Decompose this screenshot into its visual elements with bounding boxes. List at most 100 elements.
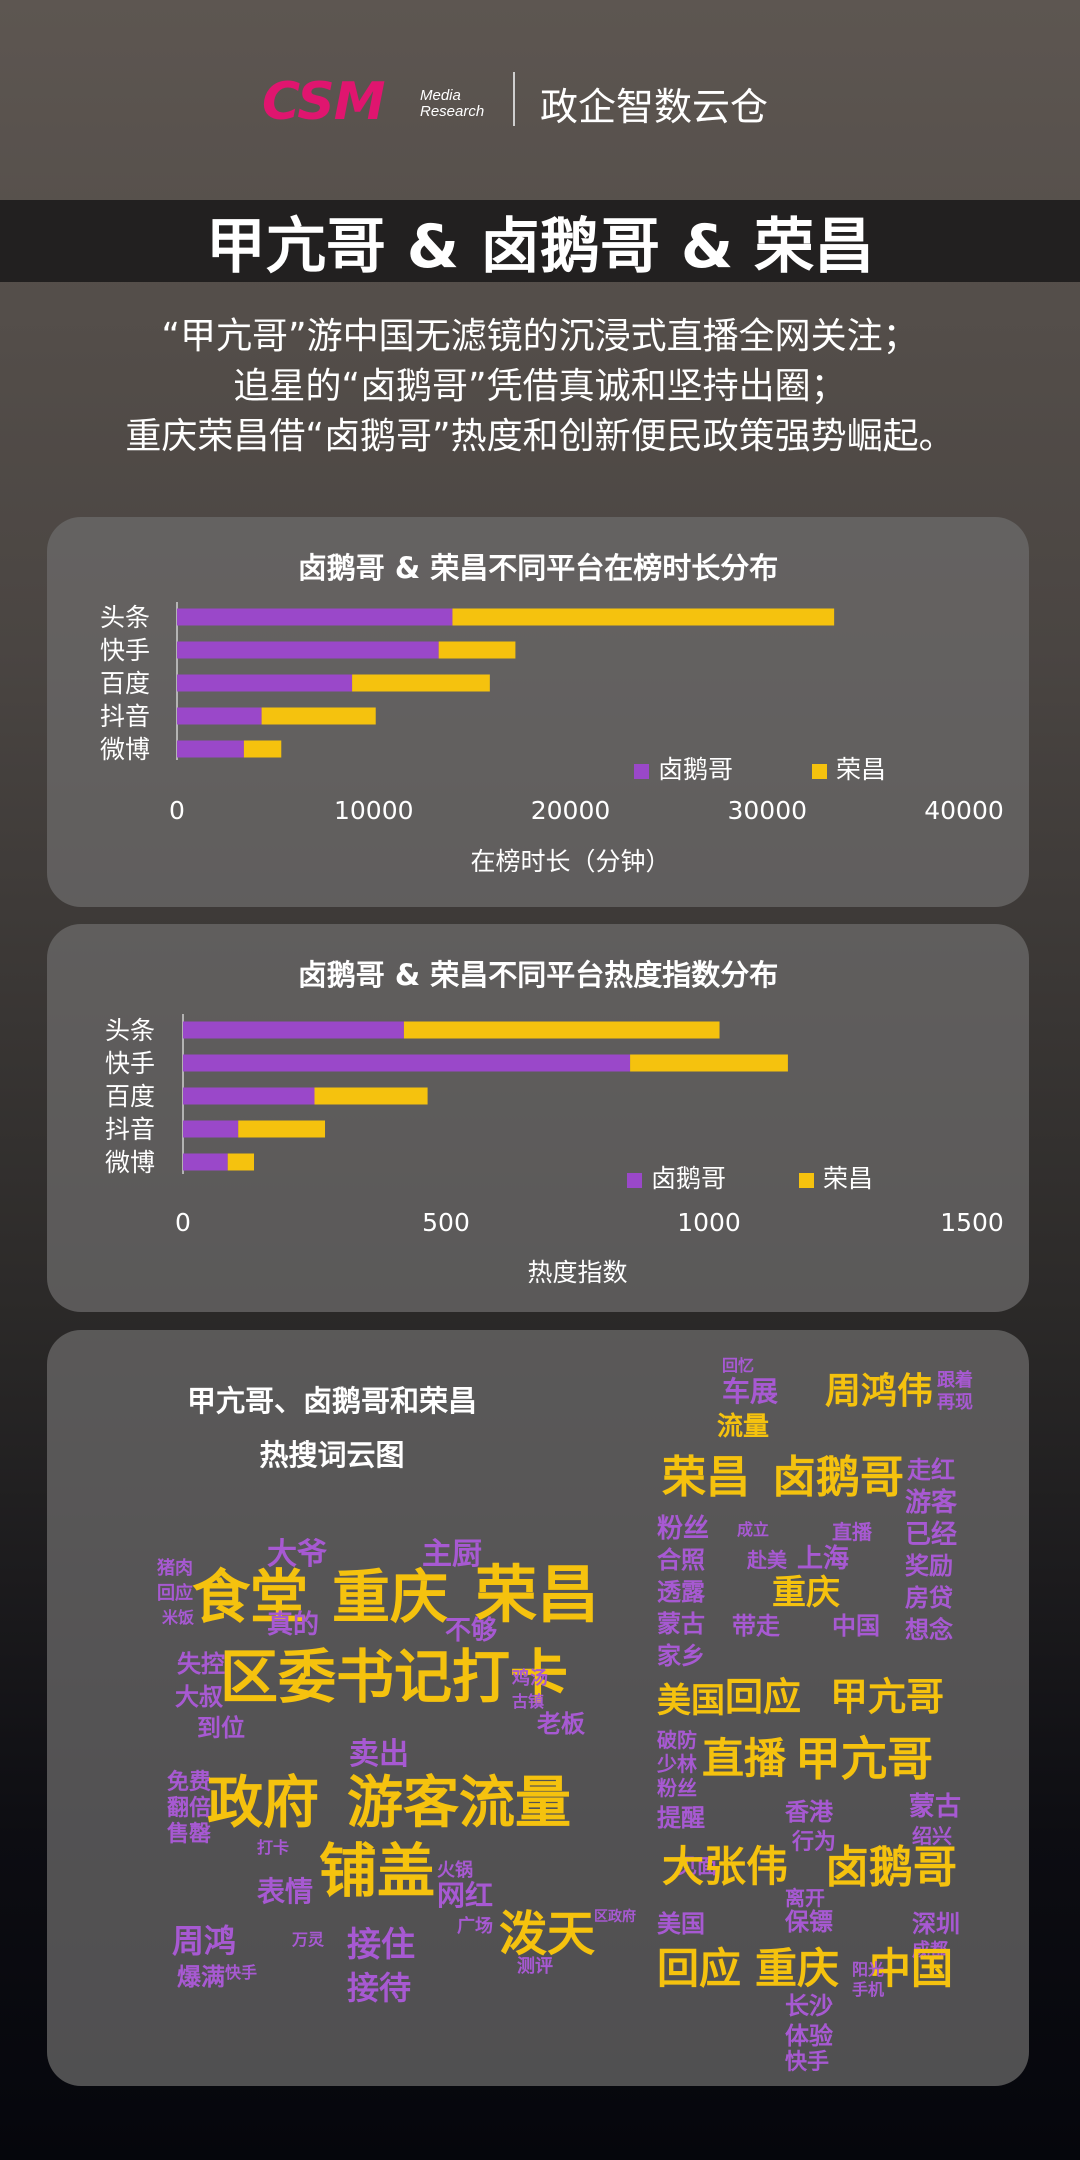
cloud-word: 上海 xyxy=(797,1544,850,1574)
cloud-word: 卖出 xyxy=(349,1737,409,1772)
category-label: 百度 xyxy=(100,669,150,698)
cloud-word: 打卡 xyxy=(257,1838,290,1857)
cloud-word: 蒙古 xyxy=(909,1792,962,1822)
cloud-word: 家乡 xyxy=(657,1642,705,1670)
category-label: 快手 xyxy=(100,636,150,665)
legend-swatch xyxy=(634,764,649,779)
legend-swatch xyxy=(799,1173,814,1188)
wordcloud-subtitle: 热搜词云图 xyxy=(259,1438,405,1472)
cloud-word: 保镖 xyxy=(785,1908,833,1936)
cloud-word: 到位 xyxy=(197,1714,245,1742)
product-name: 政企智数云仓 xyxy=(540,85,769,129)
cloud-word: 免费 xyxy=(167,1770,212,1795)
cloud-word: 赴美 xyxy=(747,1548,787,1572)
cloud-word: 广场 xyxy=(457,1916,493,1937)
logo-sub-line-1: Media xyxy=(420,87,461,104)
category-label: 头条 xyxy=(105,1016,155,1045)
legend-label: 荣昌 xyxy=(836,755,886,784)
legend-label: 荣昌 xyxy=(823,1164,873,1193)
wordcloud-right-bottom: 破防 少林 粉丝 直播 甲亢哥 提醒 香港 蒙古 绍兴 行为 见面 大张伟 卤鹅… xyxy=(607,1730,987,2074)
cloud-word: 走红 xyxy=(907,1456,955,1484)
bar-series1 xyxy=(177,740,244,758)
cloud-word: 翻倍 xyxy=(167,1796,212,1821)
cloud-word: 蒙古 xyxy=(657,1610,705,1638)
cloud-word: 行为 xyxy=(792,1830,837,1855)
cloud-word: 真的 xyxy=(267,1610,320,1640)
cloud-word: 铺盖 xyxy=(319,1837,436,1905)
category-label: 微博 xyxy=(100,735,150,764)
cloud-word: 不够 xyxy=(445,1616,498,1646)
wordcloud-title: 甲亢哥、卤鹅哥和荣昌 xyxy=(186,1384,477,1418)
bar-series2 xyxy=(238,1120,326,1138)
tick-label: 20000 xyxy=(531,796,611,825)
cloud-word: 荣昌 xyxy=(662,1452,750,1503)
x-axis-label: 热度指数 xyxy=(527,1258,627,1287)
cloud-word: 鸡汤 xyxy=(512,1668,548,1689)
bar-series1 xyxy=(177,707,262,725)
cloud-word: 大张伟 xyxy=(662,1842,789,1891)
x-axis-label: 在榜时长（分钟） xyxy=(470,847,670,876)
cloud-word: 少林 xyxy=(657,1752,697,1776)
wordcloud-card: 甲亢哥、卤鹅哥和荣昌 热搜词云图 大爷 主厨 猪肉 回应 米饭 食堂 重庆 荣昌… xyxy=(47,1330,1029,2086)
wordcloud-left: 大爷 主厨 猪肉 回应 米饭 食堂 重庆 荣昌 真的 不够 失控 大叔 到位 区… xyxy=(107,1537,636,2010)
cloud-word: 回应 xyxy=(157,1583,193,1604)
bar-series2 xyxy=(452,608,835,626)
cloud-word: 猪肉 xyxy=(157,1558,193,1579)
cloud-word: 失控 xyxy=(177,1650,225,1678)
tick-label: 1000 xyxy=(677,1208,741,1237)
cloud-word: 接住 xyxy=(347,1925,415,1965)
bar-series1 xyxy=(183,1153,228,1171)
page-title: 甲亢哥 & 卤鹅哥 & 荣昌 xyxy=(205,211,875,282)
cloud-word: 带走 xyxy=(732,1612,780,1640)
bar-series1 xyxy=(177,674,353,692)
bar-series1 xyxy=(177,641,439,659)
cloud-word: 政府 xyxy=(207,1771,319,1836)
intro-line: 重庆荣昌借“卤鹅哥”热度和创新便民政策强势崛起。 xyxy=(125,416,955,457)
bar-series2 xyxy=(261,707,376,725)
bar-series1 xyxy=(177,608,453,626)
cloud-word: 荣昌 xyxy=(475,1558,600,1631)
cloud-word: 火锅 xyxy=(437,1860,473,1881)
cloud-word: 卤鹅哥 xyxy=(772,1452,904,1503)
legend-swatch xyxy=(812,764,827,779)
csm-logo: CSM xyxy=(262,72,386,132)
cloud-word: 回应 xyxy=(725,1675,802,1719)
cloud-word: 流量 xyxy=(717,1412,770,1442)
cloud-word: 香港 xyxy=(785,1798,833,1826)
cloud-word: 离开 xyxy=(785,1886,825,1910)
cloud-word: 主厨 xyxy=(422,1537,482,1572)
cloud-word: 甲亢哥 xyxy=(830,1675,945,1719)
cloud-word: 重庆 xyxy=(332,1563,449,1631)
cloud-word: 区委书记打卡 xyxy=(220,1643,569,1711)
cloud-word: 回忆 xyxy=(722,1356,755,1375)
bar-series1 xyxy=(183,1054,631,1072)
header-separator xyxy=(513,72,515,126)
cloud-word: 泼天 xyxy=(499,1906,596,1962)
cloud-word: 提醒 xyxy=(657,1804,705,1832)
bar-series1 xyxy=(183,1120,239,1138)
cloud-word: 直播 xyxy=(832,1520,872,1544)
cloud-word: 再现 xyxy=(937,1392,973,1413)
cloud-word: 已经 xyxy=(905,1520,958,1550)
bar-series2 xyxy=(314,1087,428,1105)
cloud-word: 体验 xyxy=(785,2022,833,2050)
cloud-word: 阳光 xyxy=(852,1960,885,1979)
cloud-word: 游客 xyxy=(905,1488,958,1518)
cloud-word: 游客流量 xyxy=(347,1771,571,1836)
category-label: 抖音 xyxy=(100,702,150,731)
cloud-word: 测评 xyxy=(517,1956,553,1977)
cloud-word: 重庆 xyxy=(755,1944,840,1993)
cloud-word: 中国 xyxy=(869,1944,954,1993)
logo-sub-line-2: Research xyxy=(420,103,485,120)
cloud-word: 食堂 xyxy=(192,1563,309,1631)
bar-series1 xyxy=(183,1021,404,1039)
cloud-word: 深圳 xyxy=(912,1910,960,1938)
cloud-word: 粉丝 xyxy=(657,1776,697,1800)
legend-swatch xyxy=(627,1173,642,1188)
chart-title: 卤鹅哥 & 荣昌不同平台热度指数分布 xyxy=(297,958,779,992)
cloud-word: 美国 xyxy=(657,1910,705,1938)
intro-line: 追星的“卤鹅哥”凭借真诚和坚持出圈； xyxy=(233,366,847,407)
cloud-word: 重庆 xyxy=(772,1573,840,1613)
